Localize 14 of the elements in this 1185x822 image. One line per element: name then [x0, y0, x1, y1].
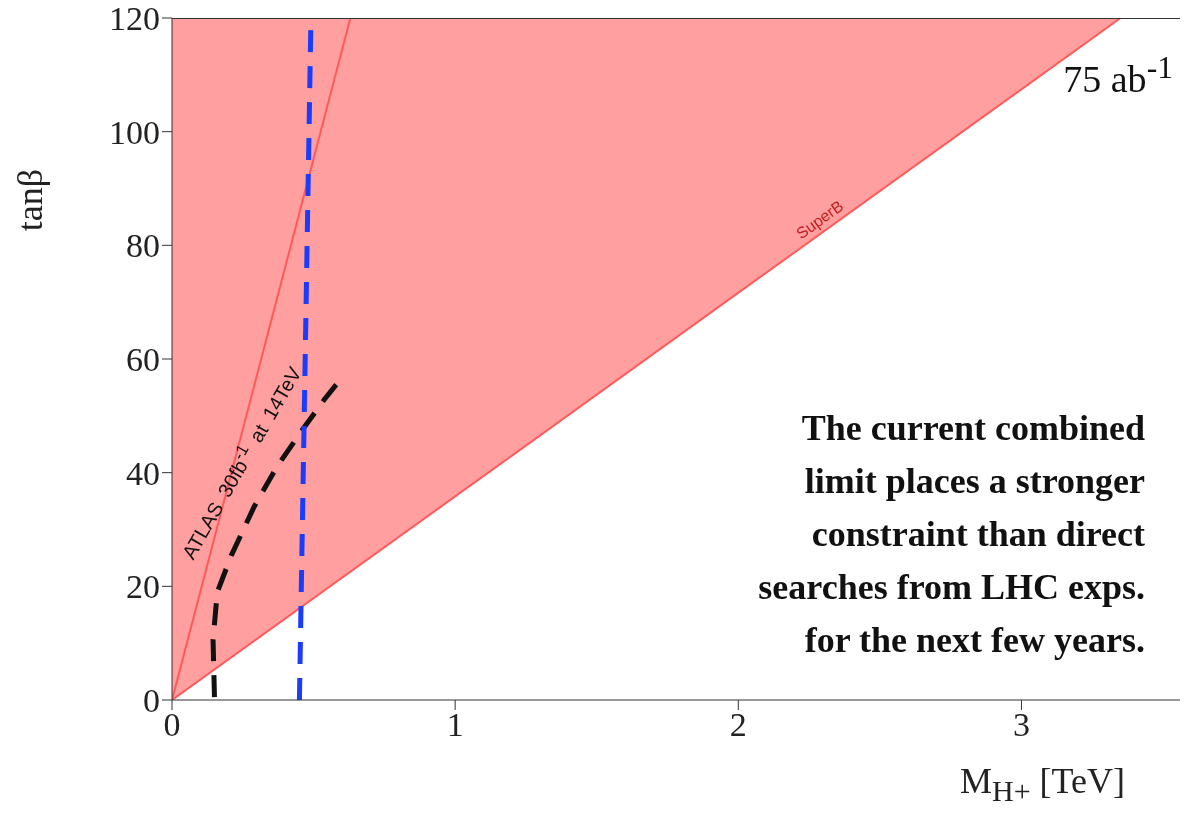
y-tick-label: 80 [126, 227, 160, 265]
y-tick-label: 120 [109, 0, 160, 38]
x-tick-label: 3 [1012, 706, 1030, 744]
y-tick-label: 100 [109, 113, 160, 151]
y-tick-label: 40 [126, 454, 160, 492]
y-axis-title: tanβ [9, 168, 51, 232]
annotation: 75 ab$^{-1}$ [1063, 50, 1173, 101]
annotation: The current combined limit places a stronger constraint than direct searches from LHC exps. for the next few years. [758, 407, 1145, 662]
x-tick-label: 2 [729, 706, 747, 744]
x-tick-label: 1 [446, 706, 464, 744]
x-axis-title: M$_{H+}$ [TeV] [959, 760, 1125, 809]
y-tick-label: 60 [126, 341, 160, 379]
y-tick-label: 20 [126, 568, 160, 606]
y-tick-label: 0 [143, 682, 160, 720]
